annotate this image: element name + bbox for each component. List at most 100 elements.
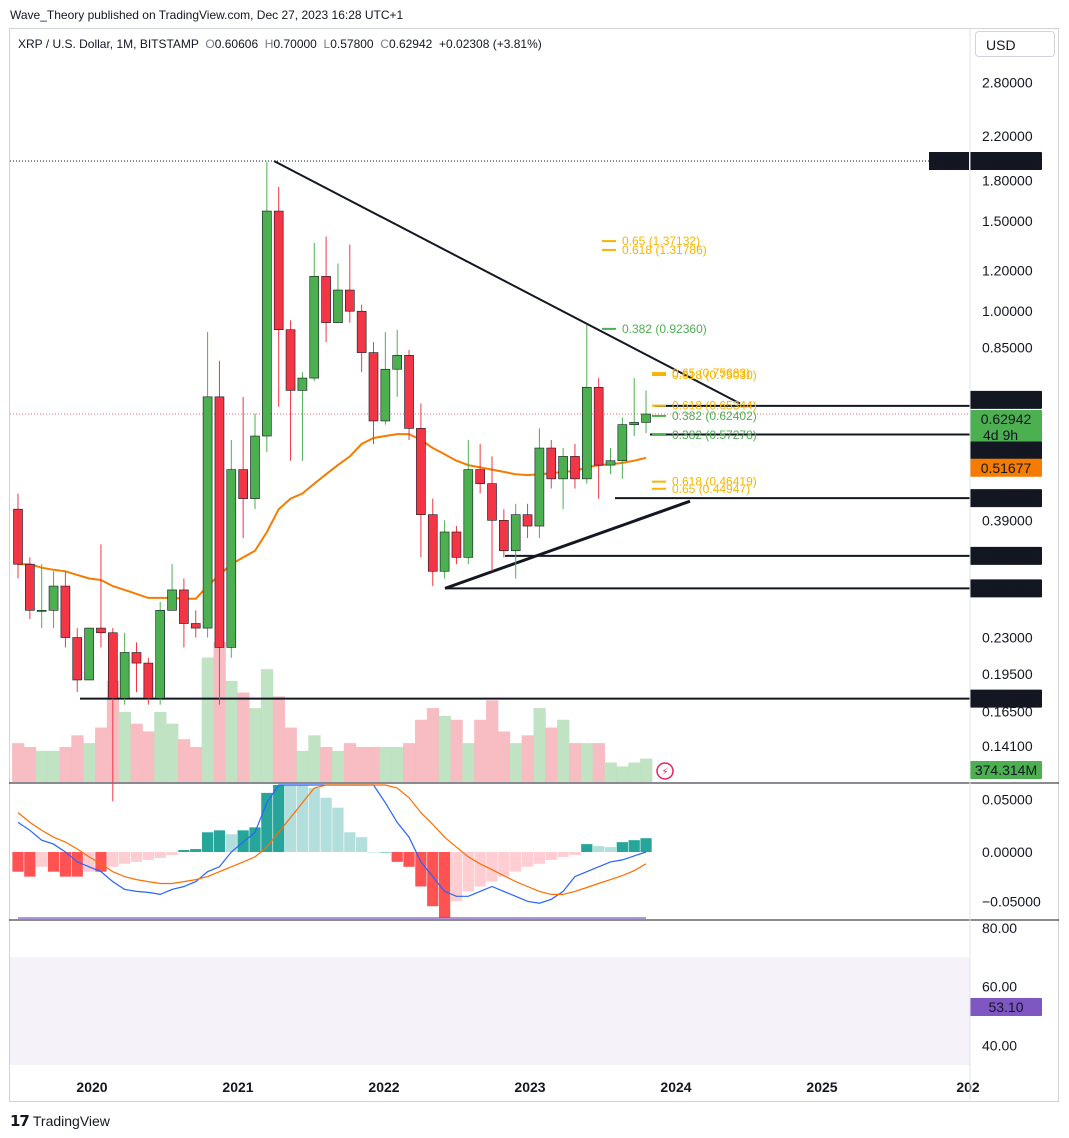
- rsi-axis-tick: 80.00: [982, 920, 1017, 936]
- candle: [641, 390, 651, 433]
- volume-bar: [142, 731, 155, 782]
- snapshot-icon-glyph: ⚡: [661, 767, 668, 778]
- volume-layer: [12, 642, 653, 782]
- candle: [404, 349, 414, 440]
- candle-body: [427, 514, 438, 572]
- candle: [131, 642, 142, 692]
- candle: [238, 396, 248, 539]
- candle: [60, 571, 71, 648]
- high-tag-text: High: [935, 153, 964, 169]
- candle-body: [487, 483, 497, 521]
- time-axis-tick: 2024: [660, 1079, 691, 1095]
- macd-histogram-bar: [47, 852, 60, 872]
- volume-bar: [213, 642, 226, 782]
- candle: [190, 610, 201, 638]
- volume-bar: [462, 743, 475, 782]
- symbol-name: XRP / U.S. Dollar, 1M, BITSTAMP: [18, 37, 199, 51]
- macd-line: [17, 784, 647, 904]
- volume-bar: [225, 680, 238, 782]
- ascending-trendline: [444, 499, 691, 590]
- candle-body: [605, 460, 616, 466]
- macd-histogram-bar: [462, 852, 474, 892]
- fib-label: 0.65 (0.75683): [672, 366, 750, 380]
- price-axis-tick: 1.20000: [982, 263, 1033, 279]
- macd-histogram-bar: [593, 846, 605, 852]
- volume-bar: [23, 747, 37, 782]
- volume-bar: [189, 747, 203, 782]
- candle: [309, 242, 320, 382]
- macd-histogram-bar: [71, 852, 83, 877]
- ema-price-label-text: 0.51677: [981, 460, 1032, 476]
- rsi-axis-tick: 40.00: [982, 1038, 1017, 1054]
- volume-bar: [486, 700, 499, 782]
- macd-histogram-bar: [296, 785, 309, 852]
- macd-histogram-bar: [12, 852, 24, 872]
- volume-value-label-text: 374.314M: [975, 762, 1037, 778]
- high-price-label-text: 1.96695: [981, 153, 1032, 169]
- price-label-bg: [970, 390, 1042, 409]
- ema-price-label-bg: [970, 458, 1042, 477]
- candle: [108, 628, 118, 802]
- macd-histogram-bar: [438, 852, 451, 918]
- fib-label: 0.618 (0.75030): [672, 368, 757, 382]
- macd-histogram-bar: [249, 827, 261, 852]
- volume-bar: [569, 743, 582, 782]
- macd-histogram-bar: [308, 787, 320, 852]
- time-axis-tick: 2021: [222, 1079, 253, 1095]
- price-label-bg: [970, 489, 1042, 508]
- candle-body: [238, 469, 248, 499]
- candle-body: [617, 424, 628, 462]
- volume-bar: [580, 743, 594, 782]
- macd-histogram-bar: [273, 785, 285, 852]
- fib-label: 0.618 (0.65344): [672, 399, 757, 413]
- macd-histogram-bar: [557, 852, 569, 857]
- candle-body: [309, 276, 320, 379]
- volume-bar: [166, 723, 179, 782]
- macd-histogram-bar: [119, 852, 131, 864]
- volume-bar: [35, 750, 49, 782]
- candle: [214, 360, 225, 705]
- candle-body: [13, 508, 23, 565]
- candle-body: [380, 368, 391, 422]
- tradingview-logo[interactable]: 𝟭𝟳 TradingView: [10, 1112, 110, 1130]
- price-label-text: 0.33233: [981, 548, 1032, 564]
- price-label: 0.33233: [970, 546, 1042, 565]
- macd-histogram-bar: [403, 852, 415, 867]
- candle: [581, 324, 592, 484]
- candle: [475, 443, 485, 494]
- macd-axis-tick: −0.05000: [982, 893, 1041, 909]
- candle-body: [593, 386, 604, 466]
- rsi-value-label-bg: [970, 998, 1042, 1017]
- candle-body: [108, 632, 118, 699]
- candle-body: [463, 469, 474, 558]
- open-value: 0.60606: [214, 37, 259, 51]
- candle: [534, 428, 545, 539]
- candle-body: [546, 447, 557, 480]
- macd-histogram-bar: [332, 807, 344, 852]
- candle-body: [558, 456, 568, 480]
- tradingview-logo-icon: 𝟭𝟳: [10, 1113, 30, 1130]
- candles-layer: [13, 161, 651, 802]
- fib-label: 0.65 (1.37132): [622, 234, 700, 248]
- volume-bar: [47, 750, 60, 782]
- candle-body: [84, 627, 94, 681]
- open-label: O: [205, 37, 215, 51]
- currency-button[interactable]: USD: [975, 31, 1055, 57]
- publisher-line: Wave_Theory published on TradingView.com…: [10, 8, 404, 22]
- macd-histogram-bar: [24, 852, 36, 877]
- price-axis-tick: 0.23000: [982, 630, 1033, 646]
- candle-body: [510, 514, 521, 552]
- candle-body: [534, 447, 545, 527]
- candle-body: [522, 514, 533, 527]
- macd-histogram-bar: [521, 852, 534, 867]
- current-price-text: 0.62942: [981, 411, 1032, 427]
- volume-bar: [592, 743, 605, 782]
- candle-body: [119, 652, 130, 699]
- candle: [250, 413, 260, 510]
- volume-bar: [260, 669, 274, 782]
- candle: [344, 244, 355, 323]
- candle-body: [439, 531, 450, 572]
- price-label: 0.43090: [970, 489, 1042, 508]
- candle-body: [214, 396, 225, 648]
